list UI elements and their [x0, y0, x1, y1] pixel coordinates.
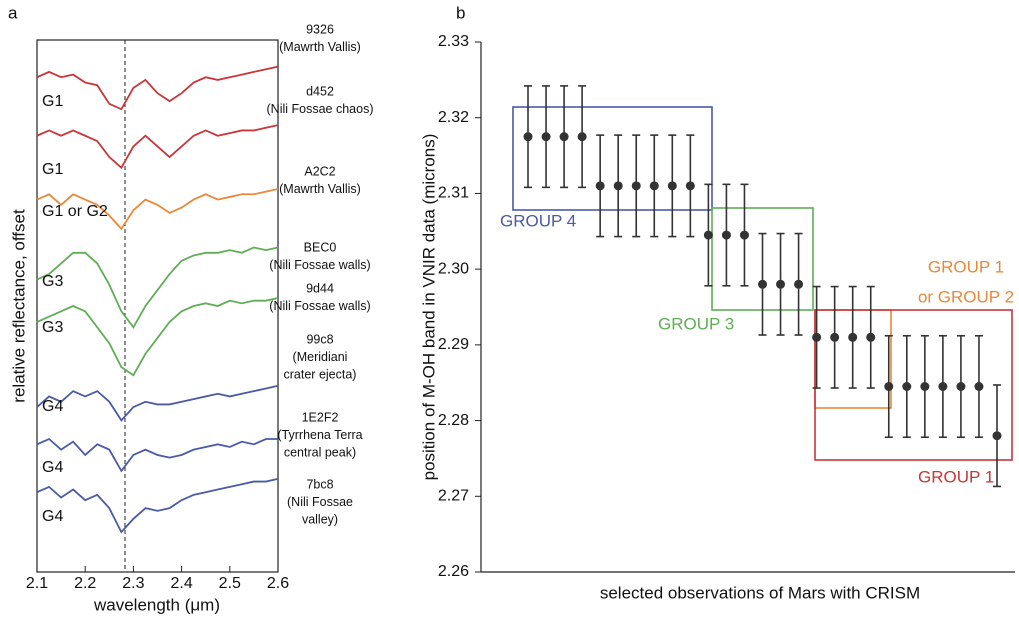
plot-frame: [36, 39, 279, 573]
spectrum-name: 9326: [306, 22, 334, 36]
point: [595, 181, 605, 191]
spectrum-name: (Nili Fossae: [287, 495, 353, 509]
group-annotation: GROUP 1: [928, 257, 1004, 276]
point: [902, 382, 912, 391]
spectrum-name: d452: [306, 84, 334, 98]
spectrum-line: [36, 384, 279, 422]
point: [848, 332, 858, 342]
group-label: G3: [42, 319, 63, 336]
y-axis-label: relative reflectance, offset: [9, 209, 28, 403]
group-label: G1 or G2: [42, 203, 108, 220]
spectrum-name: 99c8: [306, 332, 333, 346]
point: [559, 132, 569, 142]
spectrum-name: (Nili Fossae walls): [269, 299, 370, 313]
group-label: G1: [42, 161, 63, 178]
group-box: [512, 106, 713, 211]
spectrum-name: (Mawrth Vallis): [279, 182, 361, 196]
point: [577, 132, 587, 142]
y-tick-label: 2.29: [438, 336, 469, 353]
group-annotation: GROUP 4: [500, 211, 576, 230]
spectrum-line: [36, 246, 279, 329]
spectrum-name: BEC0: [304, 240, 337, 254]
spectrum-line: [36, 437, 278, 473]
x-tick-label: 2.6: [267, 575, 289, 592]
spectrum-line: [36, 478, 279, 534]
group-label: G1: [42, 93, 63, 110]
spectrum-name: (Nili Fossae walls): [269, 258, 370, 272]
point: [523, 132, 533, 142]
spectrum-line: [36, 297, 279, 377]
group-annotation: GROUP 3: [658, 314, 734, 333]
point: [721, 230, 731, 240]
point: [667, 181, 677, 191]
spectrum-name: 9d44: [306, 281, 334, 295]
point: [631, 181, 641, 191]
x-tick-label: 2.5: [219, 575, 241, 592]
y-tick-label: 2.30: [438, 260, 469, 277]
spectrum-name: (Nili Fossae chaos): [267, 102, 374, 116]
point: [974, 382, 984, 391]
x-axis-label: selected observations of Mars with CRISM: [600, 583, 920, 602]
point: [776, 279, 786, 289]
group-label: G4: [42, 508, 63, 525]
spectrum-name: (Mawrth Vallis): [279, 40, 361, 54]
spectrum-name: (Tyrrhena Terra: [277, 428, 362, 442]
point: [884, 382, 894, 391]
group-label: G3: [42, 273, 63, 290]
point: [703, 230, 713, 240]
y-axis-label: position of M-OH band in VNIR data (micr…: [419, 134, 438, 481]
point: [649, 181, 659, 191]
spectrum-name: 1E2F2: [302, 410, 339, 424]
x-tick-label: 2.1: [26, 575, 48, 592]
point: [938, 382, 948, 391]
group-annotation: GROUP 1: [918, 467, 994, 486]
panel-label: a: [8, 3, 18, 22]
y-tick-label: 2.27: [438, 488, 469, 505]
group-annotation: or GROUP 2: [918, 287, 1014, 306]
spectrum-line: [36, 124, 279, 170]
point: [613, 181, 623, 191]
spectrum-name: (Meridiani: [293, 350, 348, 364]
spectrum-name: A2C2: [304, 164, 335, 178]
x-tick-label: 2.4: [170, 575, 192, 592]
group-label: G4: [42, 398, 63, 415]
spectrum-line: [36, 65, 279, 111]
point: [830, 332, 840, 342]
point: [812, 332, 822, 342]
x-axis-label: wavelength (μm): [93, 595, 220, 614]
y-tick-label: 2.31: [438, 185, 469, 202]
point: [739, 230, 749, 240]
panel-label: b: [456, 3, 465, 22]
spectrum-line: [36, 188, 279, 231]
y-tick-label: 2.26: [438, 563, 469, 580]
point: [758, 279, 767, 289]
point: [956, 382, 966, 391]
point: [685, 181, 695, 191]
spectrum-name: central peak): [284, 445, 356, 459]
x-tick-label: 2.3: [122, 575, 144, 592]
point: [992, 431, 1002, 441]
spectrum-name: crater ejecta): [284, 367, 357, 381]
point: [541, 132, 551, 142]
y-tick-label: 2.28: [438, 412, 469, 429]
group-box: [814, 309, 1013, 461]
y-tick-label: 2.32: [438, 109, 469, 126]
x-tick-label: 2.2: [74, 575, 96, 592]
point: [794, 279, 804, 289]
spectrum-name: valley): [302, 512, 338, 526]
group-label: G4: [42, 459, 63, 476]
point: [866, 332, 876, 342]
y-tick-label: 2.33: [438, 33, 469, 50]
spectrum-name: 7bc8: [306, 477, 333, 491]
point: [920, 382, 930, 391]
